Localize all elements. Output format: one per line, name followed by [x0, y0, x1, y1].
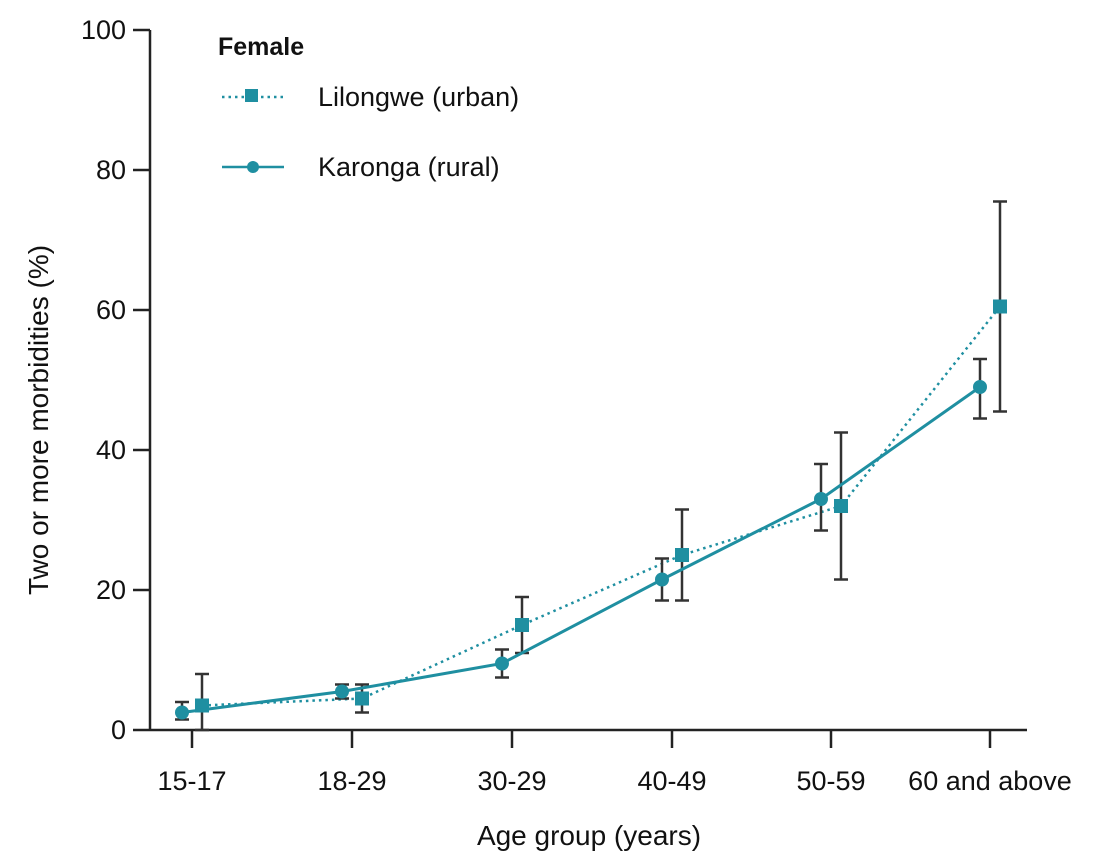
series-0-point-3: [675, 548, 689, 562]
legend-title: Female: [218, 33, 304, 61]
plot-area: 0 20 40 60 80 100 15-17 18-29 30-29 40-49 50-59 60…: [81, 15, 1072, 796]
legend-swatch-karonga-marker: [247, 161, 259, 173]
series-1-point-2: [495, 656, 509, 671]
x-axis-title: Age group (years): [477, 820, 701, 851]
legend-swatch-lilongwe-marker: [245, 89, 258, 102]
y-axis-title: Two or more morbidities (%): [23, 245, 54, 595]
y-tick-label-60: 60: [96, 295, 126, 325]
y-tick-label-0: 0: [111, 715, 126, 745]
legend-label-lilongwe: Lilongwe (urban): [318, 82, 519, 112]
x-tick-label-0: 15-17: [157, 766, 226, 796]
series-1-point-3: [655, 572, 669, 587]
legend-label-karonga: Karonga (rural): [318, 152, 500, 182]
x-tick-label-1: 18-29: [317, 766, 386, 796]
y-tick-label-20: 20: [96, 575, 126, 605]
x-tick-label-3: 40-49: [637, 766, 706, 796]
series-0-line: [201, 305, 1001, 707]
series-1-point-1: [335, 684, 349, 699]
y-tick-label-80: 80: [96, 155, 126, 185]
x-tick-label-4: 50-59: [796, 766, 865, 796]
x-ticks: 15-17 18-29 30-29 40-49 50-59 60 and above: [157, 730, 1072, 796]
legend: Female Lilongwe (urban) Karonga (rural): [218, 33, 519, 182]
series-1-point-0: [175, 705, 189, 720]
series-0-point-4: [834, 499, 848, 513]
series-1-point-5: [973, 380, 987, 394]
series-layer: [175, 200, 1007, 732]
series-1-line: [181, 385, 981, 714]
x-tick-label-5: 60 and above: [908, 766, 1072, 796]
series-0-point-2: [515, 618, 529, 632]
y-ticks: 0 20 40 60 80 100: [81, 15, 150, 745]
y-tick-label-40: 40: [96, 435, 126, 465]
series-1-point-4: [814, 492, 828, 506]
y-tick-label-100: 100: [81, 15, 126, 45]
series-0-point-1: [355, 691, 369, 706]
series-0-point-5: [993, 299, 1007, 314]
series-1: [175, 357, 987, 721]
x-tick-label-2: 30-29: [477, 766, 546, 796]
series-0: [195, 200, 1007, 732]
